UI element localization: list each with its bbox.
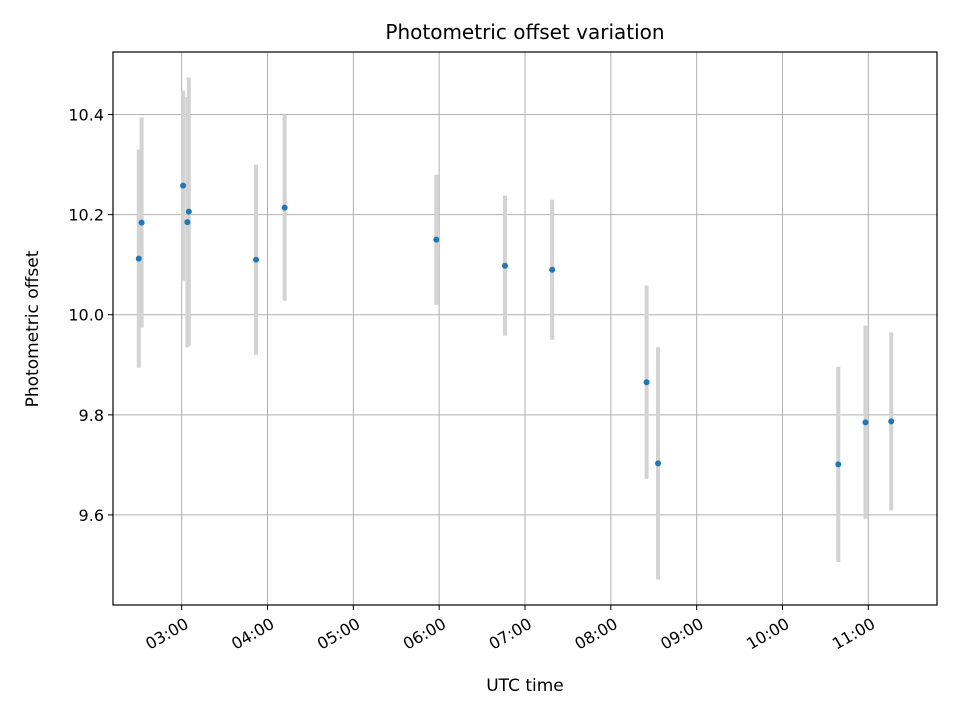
y-tick-label: 10.0 [68,306,104,325]
data-point [501,262,508,269]
data-point [888,418,895,425]
data-point [835,461,842,468]
x-axis: 03:00 04:00 05:00 06:00 07:00 08:00 09:00 10:00… [142,605,878,654]
chart-title: Photometric offset variation [385,20,664,44]
x-tick-label: 05:00 [314,614,363,654]
x-tick-label: 06:00 [400,614,449,654]
x-tick-label: 10:00 [743,614,792,654]
error-bars [136,77,894,580]
y-axis-label: Photometric offset [23,250,43,407]
y-axis: 9.6 9.8 10.0 10.2 10.4 [68,106,113,525]
y-tick-label: 9.8 [79,406,104,425]
y-tick-label: 10.4 [68,106,104,125]
data-point [862,419,869,426]
data-point [655,460,662,467]
data-point [185,208,192,215]
data-point [138,219,145,226]
x-tick-label: 03:00 [142,614,191,654]
data-point [549,266,556,273]
data-point [253,256,260,263]
data-point [180,182,187,189]
x-tick-label: 11:00 [829,614,878,654]
data-point [281,204,288,211]
x-tick-label: 07:00 [486,614,535,654]
grid [113,52,937,605]
y-tick-label: 9.6 [79,506,104,525]
x-tick-label: 08:00 [571,614,620,654]
x-tick-label: 04:00 [228,614,277,654]
x-tick-label: 09:00 [657,614,706,654]
y-tick-label: 10.2 [68,206,104,225]
data-points [135,182,895,468]
data-point [433,236,440,243]
data-point [643,379,650,386]
data-point [135,255,142,262]
data-point [184,219,191,226]
x-axis-label: UTC time [486,676,564,696]
